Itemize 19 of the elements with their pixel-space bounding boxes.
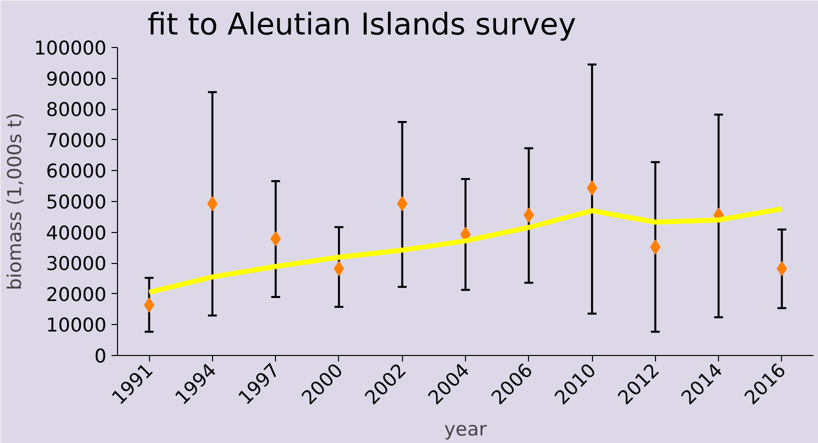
point xyxy=(144,297,154,312)
y-tick-label: 20000 xyxy=(46,284,107,306)
y-tick-label: 60000 xyxy=(46,160,107,183)
point xyxy=(776,261,788,276)
y-tick-label: 0 xyxy=(94,346,107,368)
y-tick-label: 10000 xyxy=(46,314,107,337)
y-tick-label: 50000 xyxy=(46,192,107,214)
y-tick-label: 30000 xyxy=(46,253,107,276)
point xyxy=(334,261,344,276)
y-tick-label: 90000 xyxy=(46,68,107,90)
y-tick-label: 40000 xyxy=(46,222,107,244)
chart-title: fit to Aleutian Islands survey xyxy=(148,8,576,42)
point xyxy=(586,180,598,196)
x-axis-title: year xyxy=(444,418,487,441)
y-axis-title: biomass (1,000s t) xyxy=(4,112,26,290)
y-tick-label: 100000 xyxy=(34,38,106,60)
y-tick-label: 80000 xyxy=(46,99,107,122)
point xyxy=(207,196,218,212)
y-tick-label: 70000 xyxy=(46,130,107,152)
